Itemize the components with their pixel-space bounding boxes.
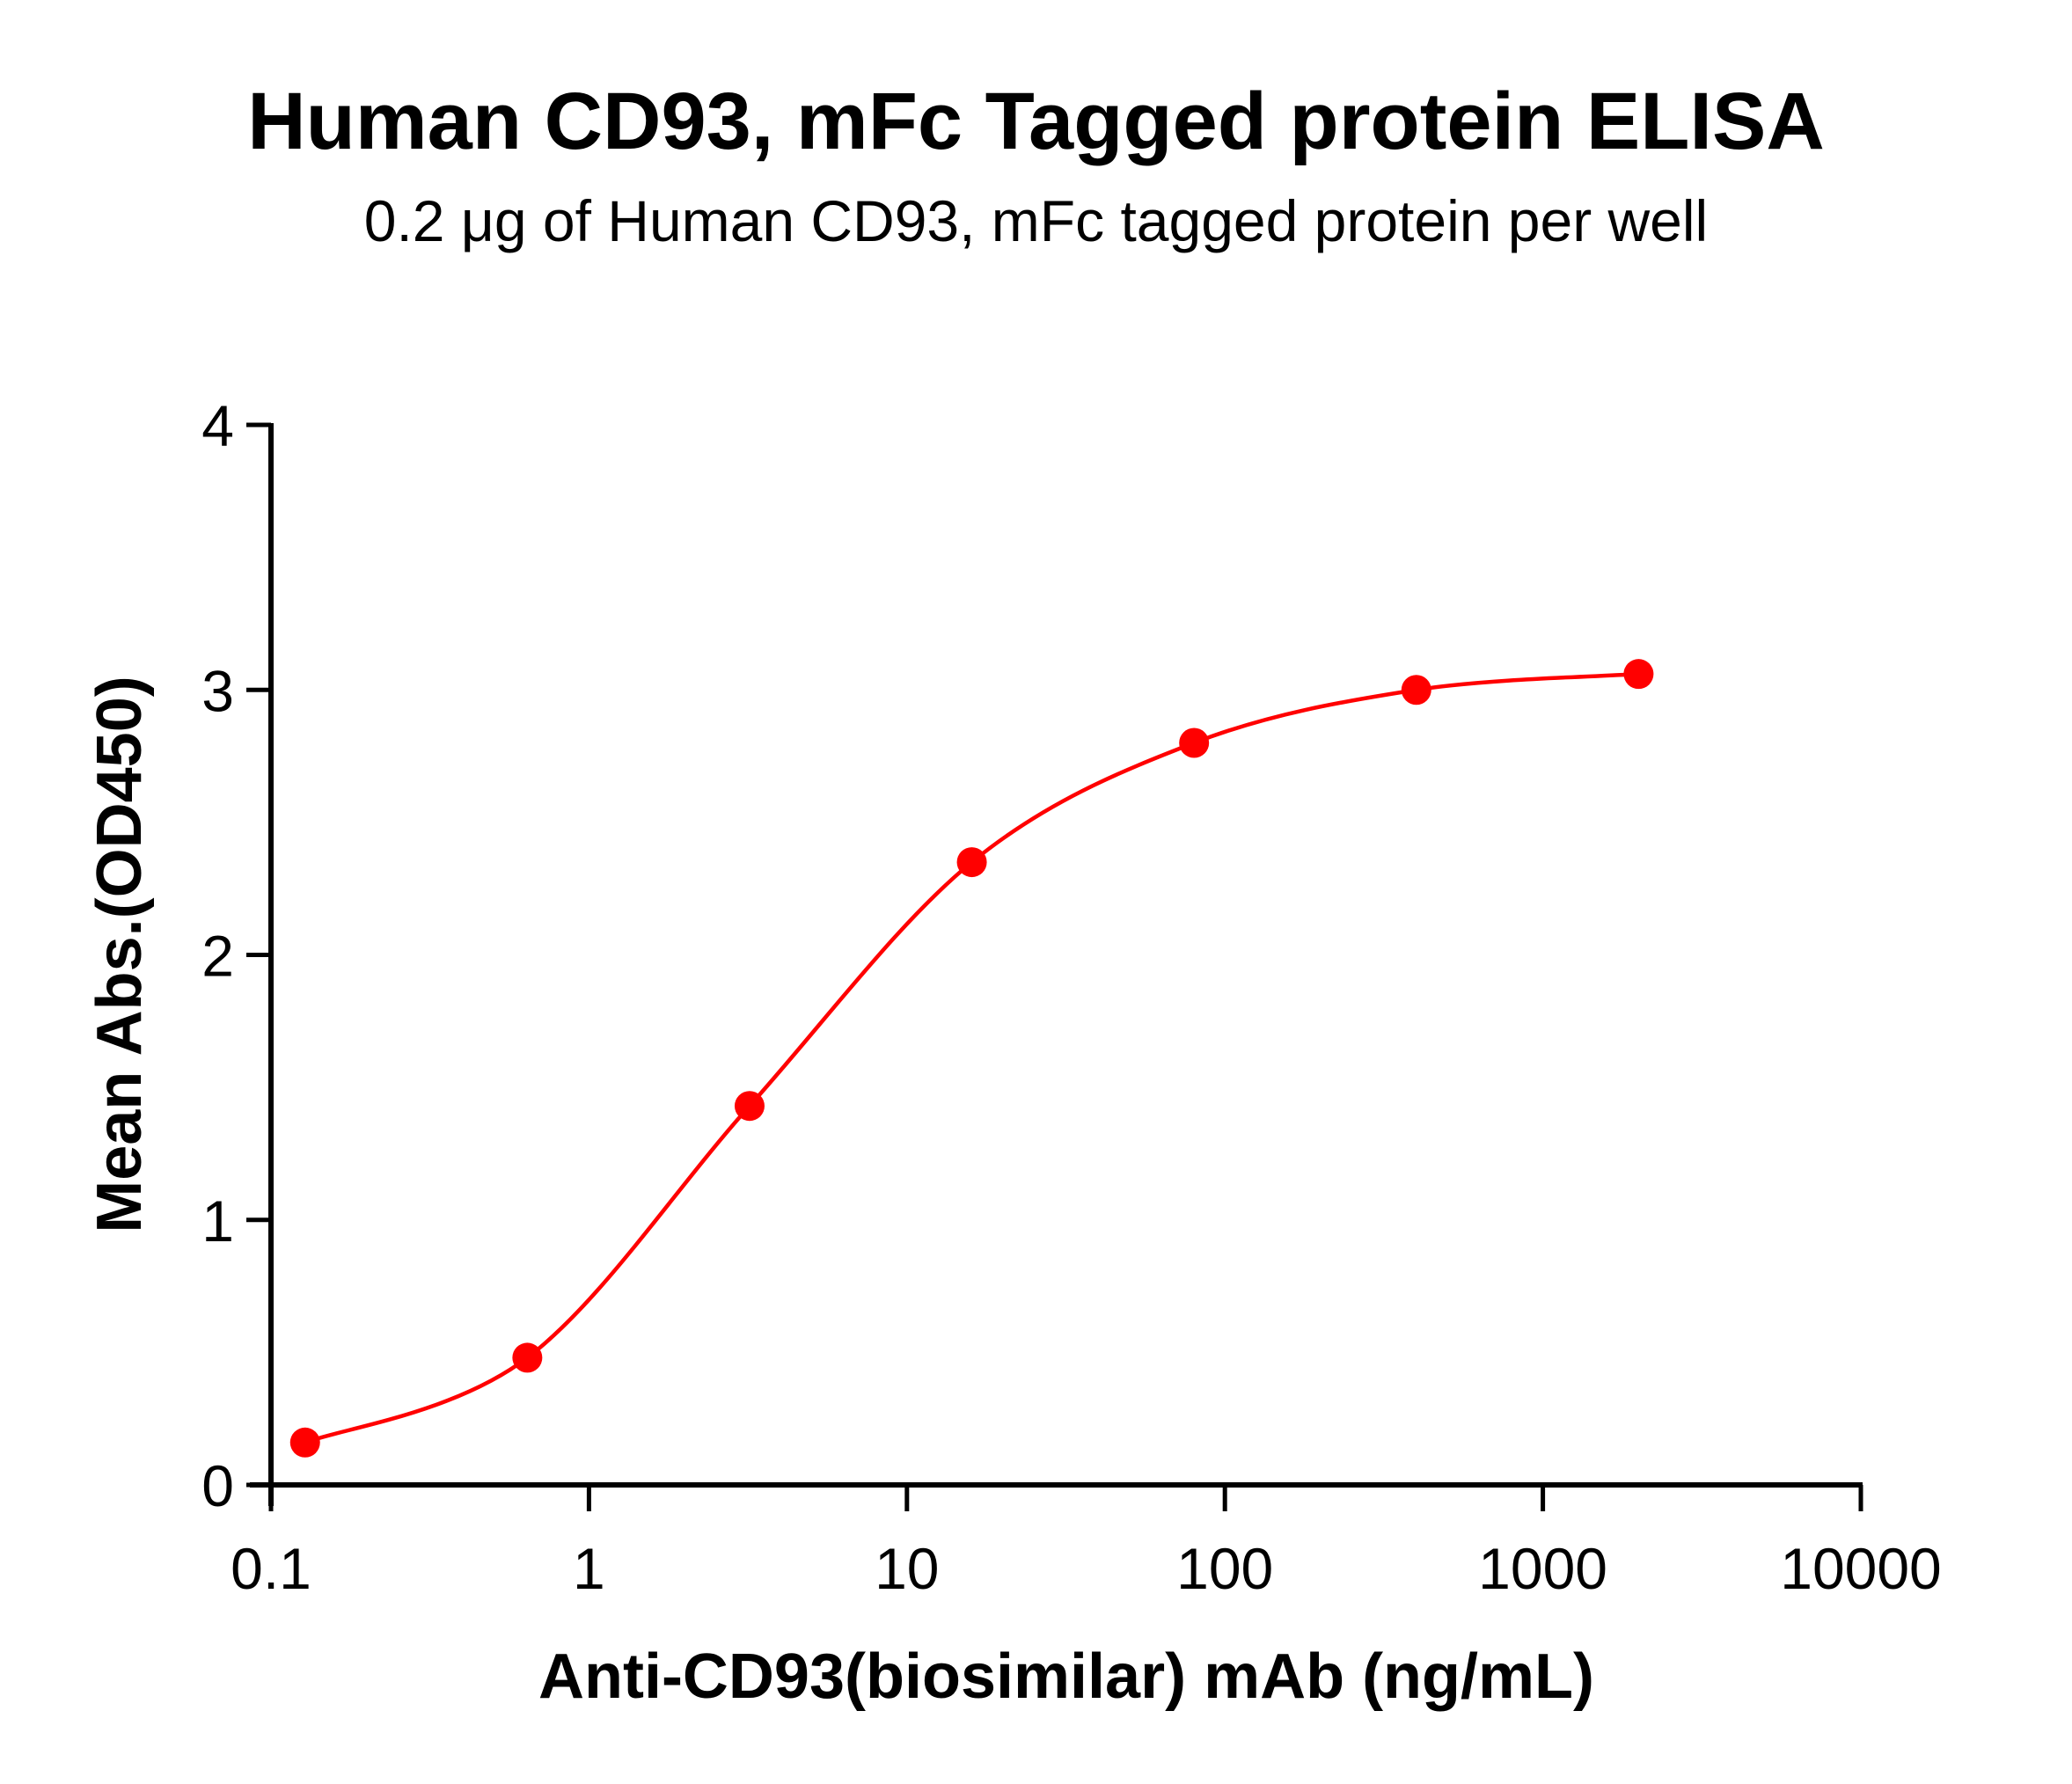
x-axis-title: Anti-CD93(biosimilar) mAb (ng/mL) xyxy=(538,1641,1594,1712)
data-point xyxy=(1401,675,1431,706)
data-point xyxy=(289,1427,320,1458)
fit-curve xyxy=(304,671,1639,1444)
data-points xyxy=(289,659,1654,1458)
x-tick-label: 100 xyxy=(1176,1536,1273,1601)
chart-title: Human CD93, mFc Tagged protein ELISA xyxy=(247,77,1825,166)
y-tick-label: 1 xyxy=(201,1188,234,1254)
y-tick-label: 2 xyxy=(201,924,234,989)
x-tick-label: 10000 xyxy=(1780,1536,1942,1601)
axes xyxy=(246,422,1863,1511)
y-tick-label: 3 xyxy=(201,658,234,723)
y-axis-title: Mean Abs.(OD450) xyxy=(84,676,155,1232)
data-point xyxy=(734,1091,765,1122)
data-point xyxy=(1179,727,1210,758)
y-tick-label: 0 xyxy=(201,1453,234,1518)
data-point xyxy=(1623,659,1654,690)
x-tick-label: 0.1 xyxy=(231,1536,311,1601)
x-tick-label: 1 xyxy=(573,1536,605,1601)
data-point xyxy=(956,847,987,878)
chart-subtitle: 0.2 μg of Human CD93, mFc tagged protein… xyxy=(363,188,1709,253)
y-tick-label: 4 xyxy=(201,393,234,458)
data-point xyxy=(512,1342,543,1373)
y-tick-labels: 0 1 2 3 4 xyxy=(201,393,234,1518)
x-tick-label: 10 xyxy=(875,1536,939,1601)
x-tick-label: 1000 xyxy=(1478,1536,1607,1601)
x-tick-labels: 0.1 1 10 100 1000 10000 xyxy=(231,1536,1942,1601)
